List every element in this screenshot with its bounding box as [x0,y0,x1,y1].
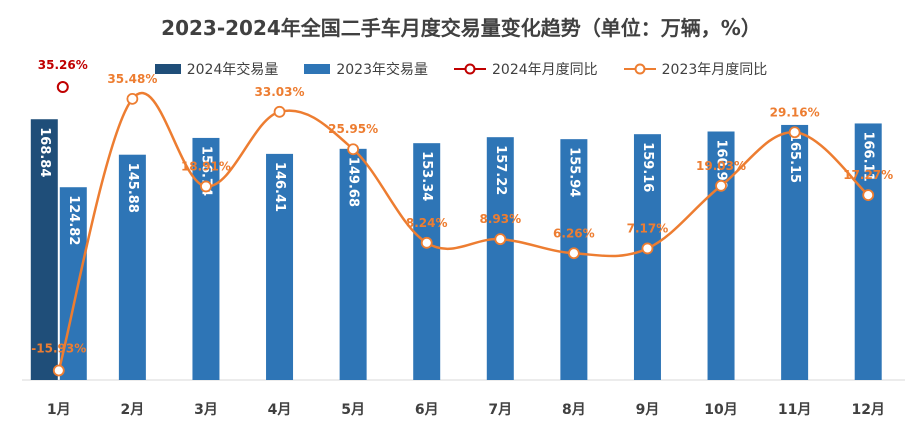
point-2023-yoy-3 [200,180,212,193]
bar-2024-1 [30,119,58,381]
legend-swatch-2024-yoy [454,63,486,75]
bar-value-2023-10: 160.90 [714,139,729,189]
point-2023-yoy-9 [641,242,654,255]
x-tick-label-2: 2月 [121,402,145,418]
point-2023-yoy-1 [52,364,65,377]
point-label-2023-yoy-3: 18.91% [181,159,231,173]
bar-value-2024-1: 168.84 [37,127,52,177]
point-label-2023-yoy-9: 7.17% [627,221,669,235]
point-2023-yoy-5 [347,143,360,156]
x-tick-label-10: 10月 [704,402,737,418]
legend-item-2024-volume: 2024年交易量 [154,59,279,79]
point-label-2023-yoy-5: 25.95% [328,122,378,136]
bar-value-2023-7: 157.22 [493,145,508,195]
bar-value-2023-4: 146.41 [272,162,287,212]
point-2023-yoy-11 [788,126,801,139]
x-tick-label-4: 4月 [268,402,292,418]
bar-value-2023-8: 155.94 [566,147,581,197]
point-2023-yoy-7 [494,233,507,246]
x-tick-label-11: 11月 [778,402,811,418]
bar-2023-9 [633,134,661,380]
point-label-2023-yoy-8: 6.26% [553,226,595,240]
bar-2023-6 [413,143,441,380]
point-label-2023-yoy-1: -15.93% [31,341,86,355]
point-2023-yoy-6 [420,236,433,249]
legend-swatch-2024-volume [154,64,181,74]
point-label-2024-yoy-1: 35.26% [38,58,88,72]
x-tick-label-3: 3月 [194,402,218,418]
point-label-2023-yoy-2: 35.48% [107,72,157,86]
bar-value-2023-1: 124.82 [66,195,81,245]
point-2023-yoy-10 [715,179,727,192]
x-tick-label-8: 8月 [562,402,586,418]
chart-title: 2023-2024年全国二手车月度交易量变化趋势（单位：万辆，%） [161,16,761,40]
point-label-2023-yoy-12: 17.27% [843,168,893,182]
bar-2023-8 [560,139,588,380]
x-tick-label-7: 7月 [488,402,512,418]
point-label-2023-yoy-4: 33.03% [255,85,305,99]
x-tick-label-6: 6月 [415,402,439,418]
legend-label-2023-yoy: 2023年月度同比 [661,62,768,78]
x-tick-label-1: 1月 [47,402,71,418]
bar-2023-3 [192,137,220,380]
bar-value-2023-6: 153.34 [419,151,434,201]
point-2023-yoy-4 [273,105,286,118]
bar-value-2023-5: 149.68 [346,157,361,207]
legend-item-2023-yoy: 2023年月度同比 [623,59,768,79]
legend-label-2024-yoy: 2024年月度同比 [492,62,598,78]
bar-value-2023-12: 166.11 [861,131,876,181]
legend-item-2023-volume: 2023年交易量 [304,59,428,79]
bar-2023-7 [486,137,514,380]
bar-2023-11 [781,124,809,380]
legend-item-2024-yoy: 2024年月度同比 [454,59,598,79]
point-2024-yoy-1 [56,81,69,94]
point-2023-yoy-12 [862,189,875,201]
x-tick-label-12: 12月 [851,402,884,418]
line-2023-yoy [57,91,870,371]
bar-value-2023-2: 145.88 [125,163,140,213]
x-tick-label-9: 9月 [636,402,660,418]
point-2023-yoy-8 [567,247,580,260]
bar-value-2023-11: 165.15 [787,133,802,183]
bar-2023-5 [339,148,367,380]
legend-swatch-2023-yoy [623,63,656,75]
bar-2023-10 [707,131,735,380]
bar-2023-12 [854,123,882,380]
bar-2023-4 [266,153,294,380]
bar-value-2023-9: 159.16 [640,142,655,192]
legend-label-2024-volume: 2024年交易量 [186,62,279,78]
point-label-2023-yoy-6: 8.24% [406,216,448,230]
chart-legend: 2024年交易量 2023年交易量 2024年月度同比 2023年月度同比 [0,58,922,80]
point-label-2023-yoy-11: 29.16% [770,105,820,119]
bar-2023-2 [118,154,146,380]
point-label-2023-yoy-7: 8.93% [479,212,521,226]
point-label-2023-yoy-10: 19.03% [696,159,746,173]
legend-swatch-2023-volume [304,64,331,74]
point-2023-yoy-2 [126,92,139,105]
x-tick-label-5: 5月 [341,402,365,418]
legend-label-2023-volume: 2023年交易量 [336,62,428,78]
